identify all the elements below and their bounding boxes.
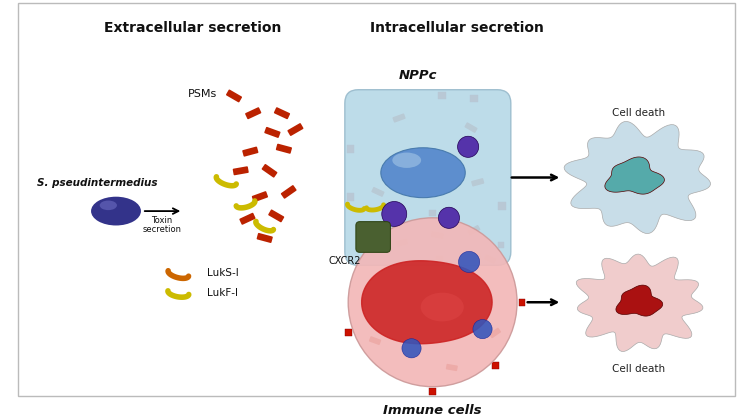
- Circle shape: [348, 218, 517, 387]
- Circle shape: [382, 201, 407, 226]
- Text: Toxin: Toxin: [151, 216, 172, 225]
- FancyBboxPatch shape: [233, 166, 248, 175]
- Circle shape: [473, 319, 492, 339]
- FancyBboxPatch shape: [226, 89, 242, 102]
- Ellipse shape: [99, 201, 117, 210]
- FancyBboxPatch shape: [484, 254, 496, 264]
- Text: secretion: secretion: [142, 225, 181, 233]
- FancyBboxPatch shape: [288, 123, 303, 136]
- Circle shape: [402, 339, 421, 358]
- FancyBboxPatch shape: [274, 107, 290, 119]
- FancyBboxPatch shape: [261, 164, 277, 178]
- FancyBboxPatch shape: [489, 328, 501, 338]
- Polygon shape: [361, 261, 492, 344]
- FancyBboxPatch shape: [471, 178, 484, 186]
- FancyBboxPatch shape: [396, 239, 408, 247]
- FancyBboxPatch shape: [356, 222, 390, 253]
- FancyBboxPatch shape: [268, 209, 284, 222]
- Text: Cell death: Cell death: [612, 364, 666, 374]
- Text: Intracellular secretion: Intracellular secretion: [370, 21, 544, 35]
- Text: PSMs: PSMs: [187, 89, 217, 99]
- FancyBboxPatch shape: [257, 233, 273, 243]
- Circle shape: [459, 251, 480, 272]
- Bar: [438, 92, 446, 99]
- FancyBboxPatch shape: [242, 146, 258, 157]
- Text: Extracellular secretion: Extracellular secretion: [104, 21, 282, 35]
- Bar: [498, 242, 505, 248]
- Circle shape: [438, 207, 459, 228]
- Text: LukS-I: LukS-I: [207, 268, 239, 278]
- Text: NPPc: NPPc: [399, 69, 437, 82]
- Bar: [346, 145, 355, 153]
- FancyBboxPatch shape: [245, 107, 261, 119]
- FancyBboxPatch shape: [276, 144, 292, 154]
- Bar: [366, 236, 373, 243]
- FancyBboxPatch shape: [369, 336, 381, 345]
- Bar: [346, 329, 352, 336]
- Ellipse shape: [91, 197, 141, 225]
- Bar: [429, 388, 436, 395]
- Text: LukF-I: LukF-I: [207, 287, 238, 297]
- Text: S. pseudintermedius: S. pseudintermedius: [37, 178, 157, 188]
- FancyBboxPatch shape: [264, 127, 281, 138]
- FancyBboxPatch shape: [465, 122, 477, 133]
- Circle shape: [458, 136, 479, 157]
- FancyBboxPatch shape: [345, 90, 511, 265]
- Ellipse shape: [421, 292, 464, 322]
- Bar: [492, 362, 499, 369]
- FancyBboxPatch shape: [281, 185, 297, 199]
- Bar: [472, 253, 480, 260]
- Bar: [498, 203, 506, 210]
- Ellipse shape: [381, 148, 465, 198]
- FancyBboxPatch shape: [239, 213, 255, 225]
- Text: Cell death: Cell death: [612, 108, 666, 118]
- Text: CXCR2: CXCR2: [328, 256, 361, 266]
- Bar: [519, 299, 526, 306]
- Text: Immune cells: Immune cells: [383, 404, 482, 416]
- FancyBboxPatch shape: [446, 364, 458, 371]
- Polygon shape: [576, 254, 703, 352]
- Bar: [429, 210, 436, 216]
- Bar: [346, 193, 355, 201]
- Bar: [470, 94, 477, 102]
- Polygon shape: [564, 121, 711, 233]
- Polygon shape: [616, 285, 663, 316]
- FancyBboxPatch shape: [371, 187, 385, 197]
- FancyBboxPatch shape: [392, 114, 406, 123]
- FancyBboxPatch shape: [431, 231, 444, 239]
- Polygon shape: [605, 157, 664, 194]
- Ellipse shape: [392, 153, 421, 168]
- FancyBboxPatch shape: [252, 191, 268, 202]
- Bar: [435, 256, 444, 263]
- FancyBboxPatch shape: [468, 225, 480, 235]
